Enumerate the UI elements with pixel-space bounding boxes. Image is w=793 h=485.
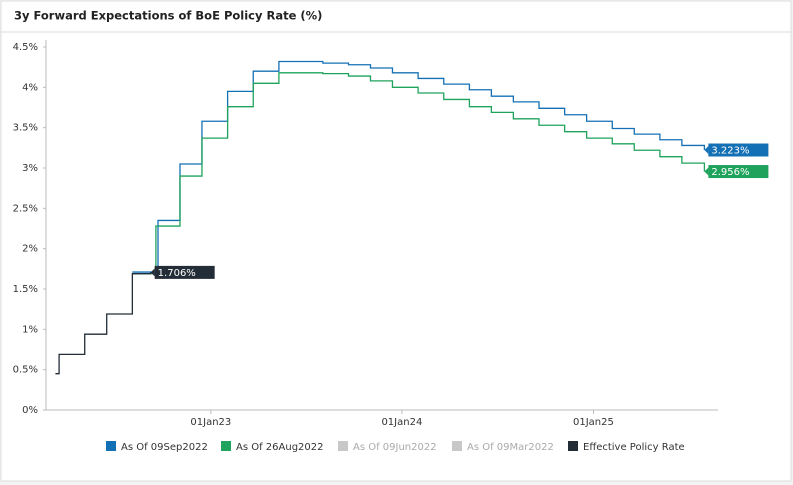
y-tick-label: 0.5% xyxy=(13,365,38,376)
x-tick-label: 01Jan24 xyxy=(381,417,422,428)
end-label-box xyxy=(154,265,215,279)
end-label: 3.223% xyxy=(711,146,749,157)
legend-label[interactable]: As Of 09Jun2022 xyxy=(353,442,437,453)
legend-label[interactable]: As Of 26Aug2022 xyxy=(236,442,324,453)
legend-swatch xyxy=(338,441,348,451)
y-tick-label: 1% xyxy=(22,324,38,335)
legend-label[interactable]: As Of 09Mar2022 xyxy=(467,442,554,453)
series-line xyxy=(132,72,706,275)
chart-title: 3y Forward Expectations of BoE Policy Ra… xyxy=(14,9,322,23)
y-tick-label: 1.5% xyxy=(13,284,38,295)
series-line xyxy=(55,272,152,375)
legend-label[interactable]: Effective Policy Rate xyxy=(583,442,685,453)
legend-swatch xyxy=(106,441,116,451)
y-tick-label: 3% xyxy=(22,163,38,174)
y-tick-label: 4.5% xyxy=(13,42,38,53)
x-tick-label: 01Jan25 xyxy=(573,417,614,428)
y-tick-label: 3.5% xyxy=(13,123,38,134)
y-tick-label: 2.5% xyxy=(13,203,38,214)
end-label-box xyxy=(708,165,769,179)
series-line xyxy=(132,60,706,273)
y-tick-label: 4% xyxy=(22,82,38,93)
y-tick-label: 0% xyxy=(22,405,38,416)
end-label-pointer xyxy=(150,268,155,277)
legend-swatch xyxy=(568,441,578,451)
end-label: 2.956% xyxy=(711,167,749,178)
end-label: 1.706% xyxy=(158,268,196,279)
legend-label[interactable]: As Of 09Sep2022 xyxy=(121,442,208,453)
legend-swatch xyxy=(221,441,231,451)
y-tick-label: 2% xyxy=(22,244,38,255)
end-label-box xyxy=(708,143,769,157)
end-label-pointer xyxy=(704,146,709,155)
legend-swatch xyxy=(452,441,462,451)
x-tick-label: 01Jan23 xyxy=(190,417,231,428)
end-label-pointer xyxy=(704,167,709,176)
